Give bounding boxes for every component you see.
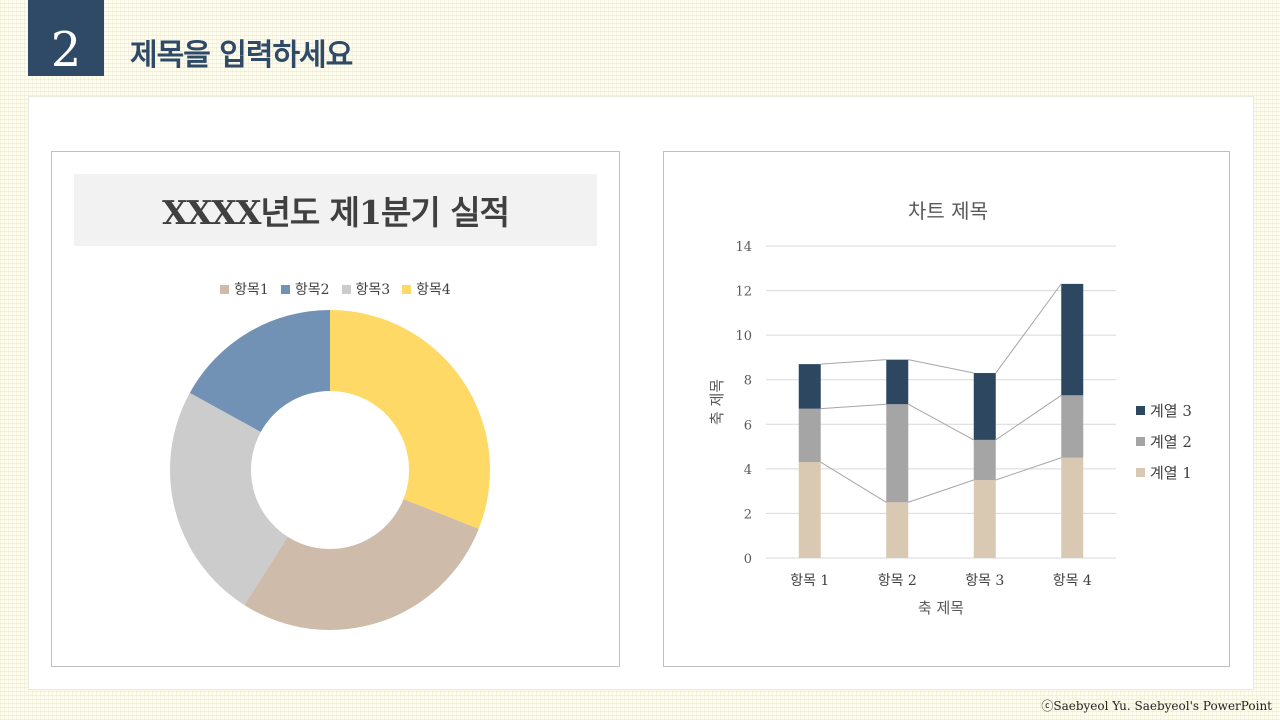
bar-segment-3	[886, 359, 909, 405]
legend-label: 계열 2	[1150, 433, 1192, 451]
page-title: 제목을 입력하세요	[130, 38, 353, 73]
slide-number: 2	[50, 22, 82, 78]
x-axis-title: 축 제목	[918, 599, 964, 617]
doughnut-legend: 항목1 항목2 항목3 항목4	[52, 279, 619, 299]
doughnut-legend-item-2: 항목2	[280, 279, 330, 299]
x-tick-label: 항목 2	[878, 573, 917, 589]
doughnut-chart	[170, 310, 491, 630]
bar-legend: 계열 3 계열 2 계열 1	[1136, 400, 1192, 483]
y-tick-label: 12	[735, 285, 752, 300]
x-tick-label: 항목 1	[790, 573, 829, 589]
legend-label: 계열 1	[1150, 464, 1192, 482]
bar-chart-title: 차트 제목	[908, 199, 988, 223]
bar-legend-item: 계열 3	[1136, 400, 1192, 421]
legend-swatch	[280, 284, 290, 294]
doughnut-legend-item-4: 항목4	[402, 279, 451, 299]
doughnut-slice-1	[244, 499, 479, 630]
y-tick-label: 8	[744, 374, 752, 389]
bar-segment-3	[973, 373, 996, 440]
doughnut-legend-item-1: 항목1	[220, 279, 269, 299]
series-line	[995, 283, 1062, 374]
bar-legend-item: 계열 2	[1136, 431, 1192, 452]
bar-segment-3	[798, 364, 821, 409]
bar-segment-1	[886, 502, 909, 558]
bar-segment-2	[886, 404, 909, 503]
series-line	[908, 403, 974, 441]
bar-segment-2	[973, 439, 996, 480]
doughnut-legend-item-3: 항목3	[341, 279, 391, 299]
doughnut-slice-4	[330, 310, 491, 529]
series-line	[995, 457, 1062, 481]
copyright-footer: ⓒSaebyeol Yu. Saebyeol's PowerPoint	[1041, 699, 1272, 713]
legend-swatch	[1136, 468, 1145, 477]
series-line	[820, 461, 887, 503]
legend-label: 항목3	[355, 282, 391, 298]
y-axis-title: 축 제목	[708, 379, 726, 425]
y-tick-label: 6	[744, 418, 752, 433]
y-tick-label: 0	[744, 552, 752, 567]
legend-swatch	[1136, 406, 1145, 415]
series-line	[820, 403, 887, 410]
y-tick-label: 14	[735, 240, 752, 255]
bar-legend-item: 계열 1	[1136, 462, 1192, 483]
bar-segment-2	[1061, 395, 1084, 458]
series-line	[995, 394, 1062, 441]
x-tick-label: 항목 3	[965, 573, 1004, 589]
slide-number-badge: 2	[28, 0, 104, 76]
y-tick-label: 4	[744, 463, 752, 478]
doughnut-slice-3	[170, 392, 288, 606]
legend-label: 계열 3	[1150, 402, 1192, 420]
legend-swatch	[220, 284, 230, 294]
legend-swatch	[1136, 437, 1145, 446]
series-line	[820, 359, 887, 365]
bar-segment-3	[1061, 283, 1084, 396]
legend-label: 항목4	[416, 282, 451, 298]
series-line	[908, 479, 974, 503]
bar-segment-1	[798, 462, 821, 558]
series-line	[908, 359, 974, 374]
legend-label: 항목2	[294, 282, 330, 298]
legend-swatch	[341, 284, 351, 294]
y-tick-label: 2	[744, 507, 752, 522]
x-tick-label: 항목 4	[1053, 573, 1092, 589]
legend-label: 항목1	[234, 282, 269, 298]
doughnut-chart-panel: XXXX년도 제1분기 실적 항목1 항목2 항목3 항목4	[51, 151, 620, 667]
doughnut-slice-2	[189, 310, 330, 432]
bar-segment-1	[973, 480, 996, 558]
y-tick-label: 10	[735, 329, 752, 344]
legend-swatch	[402, 284, 412, 294]
bar-segment-1	[1061, 457, 1084, 558]
bar-segment-2	[798, 408, 821, 463]
doughnut-chart-title: XXXX년도 제1분기 실적	[74, 174, 597, 246]
